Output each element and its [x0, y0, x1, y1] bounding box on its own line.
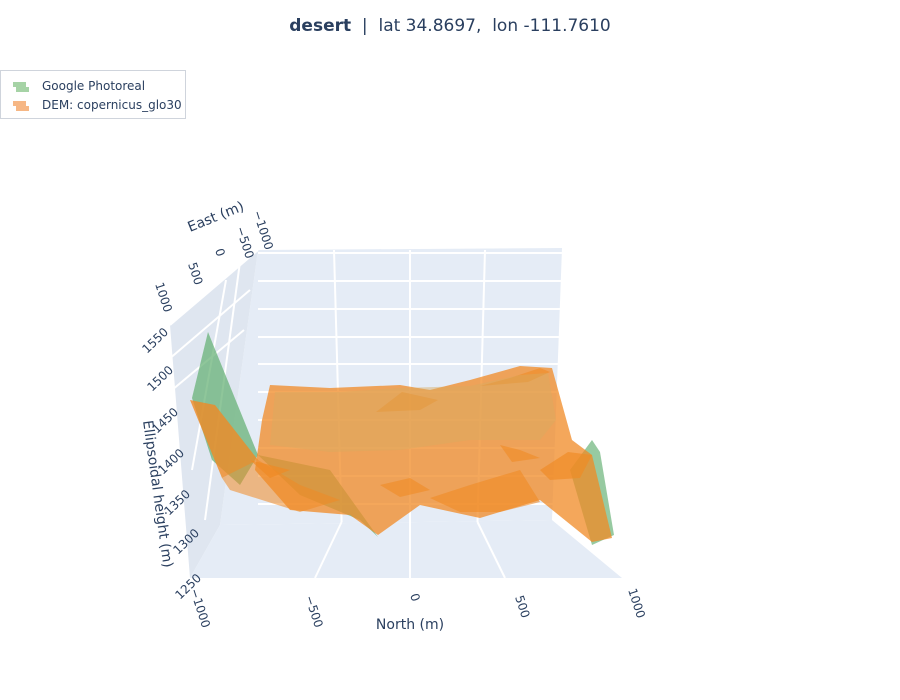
surface-dem-patch — [500, 445, 540, 462]
x-axis-title: North (m) — [376, 617, 444, 633]
surface-dem-patch — [380, 478, 430, 497]
gridline — [167, 289, 251, 361]
surface-dem-patch — [222, 460, 340, 512]
legend-item-google-photoreal[interactable]: Google Photoreal — [13, 78, 145, 94]
legend-swatch-green — [13, 81, 29, 92]
legend-label: Google Photoreal — [42, 79, 146, 93]
gridline — [476, 521, 506, 579]
y-tick-label: 500 — [185, 261, 205, 287]
x-tick-label: 0 — [407, 592, 423, 604]
x-tick-label: −500 — [302, 594, 326, 630]
legend-item-dem[interactable]: DEM: copernicus_glo30 — [13, 97, 182, 113]
gridline — [169, 249, 259, 326]
floor — [190, 520, 622, 578]
z-tick-label: 1550 — [139, 325, 171, 356]
y-tick-label: 1000 — [152, 281, 175, 314]
x-tick-label: 1000 — [625, 587, 648, 620]
title-coords: lat 34.8697, lon -111.7610 — [378, 16, 611, 36]
x-tick-label: 500 — [512, 594, 532, 620]
surface-dem-patch — [540, 452, 592, 480]
title-location: desert — [289, 16, 352, 36]
y-tick-label: −500 — [233, 225, 257, 261]
surface-dem-patch — [430, 470, 540, 512]
gridline — [314, 521, 343, 579]
title-separator: | — [361, 16, 368, 36]
surface-dem-patch — [376, 392, 438, 412]
surface-dem-patch — [190, 400, 258, 478]
y-tick-label: 0 — [212, 247, 228, 259]
chart-title: desert | lat 34.8697, lon -111.7610 — [0, 16, 900, 36]
surface-dem-patch — [480, 368, 550, 386]
z-axis-title: Ellipsoidal height (m) — [139, 419, 176, 568]
legend: Google Photoreal DEM: copernicus_glo30 — [0, 70, 186, 119]
surface-dem-patch — [250, 460, 290, 478]
legend-label: DEM: copernicus_glo30 — [42, 98, 182, 112]
surface-dem-top — [270, 373, 556, 452]
legend-swatch-orange — [13, 100, 29, 111]
